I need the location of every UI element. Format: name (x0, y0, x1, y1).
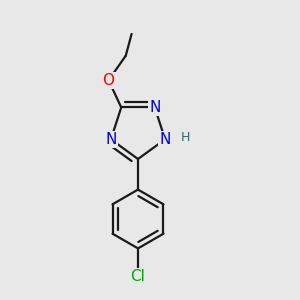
Text: O: O (103, 73, 115, 88)
Text: Cl: Cl (130, 269, 146, 284)
Text: N: N (149, 100, 160, 115)
Text: N: N (105, 132, 117, 147)
Text: H: H (181, 131, 190, 144)
Text: N: N (159, 132, 171, 147)
